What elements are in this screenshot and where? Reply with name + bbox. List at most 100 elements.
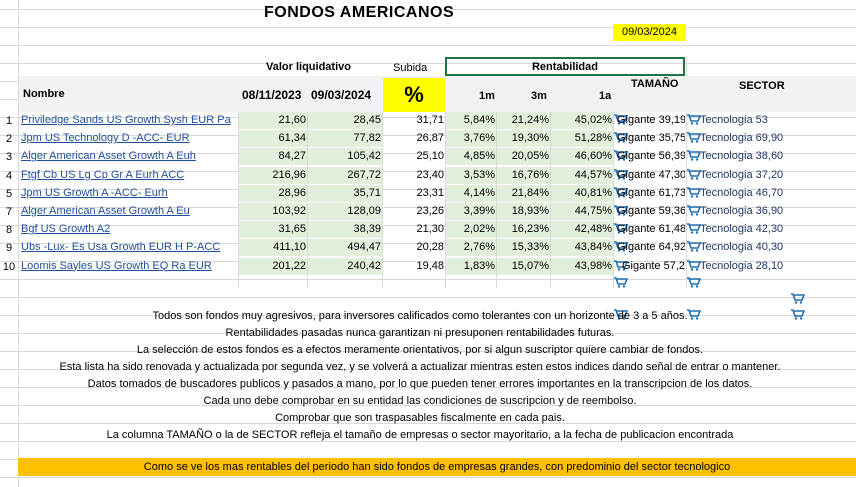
tamano-value: Gigante 47,30: [617, 168, 685, 181]
tamano-value: Gigante 61,73: [617, 186, 685, 199]
sector-value: Tecnologia 69,90: [700, 132, 784, 145]
shopping-cart-icon[interactable]: [686, 168, 701, 180]
row-number: 10: [2, 260, 16, 273]
grid-line: [496, 76, 497, 288]
subida-value: 23,26: [416, 205, 444, 217]
valor-fecha2: 77,82: [308, 130, 382, 148]
tamano-value: Gigante 35,75: [617, 132, 685, 145]
rent-1a: 43,98%: [551, 257, 613, 275]
rentabilidad-header[interactable]: Rentabilidad: [445, 57, 685, 76]
grid-line: [686, 57, 687, 288]
rent-1m: 1,83%: [446, 257, 496, 275]
fund-name[interactable]: Ubs -Lux- Es Usa Growth EUR H P-ACC: [21, 241, 221, 254]
shopping-cart-icon[interactable]: [613, 277, 628, 288]
rent-1m: 3,76%: [446, 130, 496, 148]
fund-name[interactable]: Jpm US Growth A -ACC- Eurh: [21, 186, 168, 199]
row-number: 3: [5, 151, 13, 164]
tamano-value: Gigante 57,2: [622, 259, 685, 272]
grid-line: [307, 76, 308, 288]
3m-header: 3m: [531, 90, 547, 102]
valor-fecha1: 84,27: [239, 148, 307, 166]
valor-fecha2: 240,42: [308, 257, 382, 275]
rent-3m: 15,33%: [497, 239, 550, 257]
shopping-cart-icon[interactable]: [686, 277, 701, 288]
shopping-cart-icon[interactable]: [790, 293, 805, 304]
valor-fecha2: 128,09: [308, 203, 382, 220]
valor-fecha2: 28,45: [308, 112, 382, 129]
fund-name[interactable]: Alger American Asset Growth A Euh: [21, 150, 196, 163]
rent-3m: 21,24%: [497, 112, 550, 129]
shopping-cart-icon[interactable]: [686, 132, 701, 144]
valor-fecha2: 494,47: [308, 239, 382, 257]
date-badge[interactable]: 09/03/2024: [613, 24, 686, 41]
tamano-header: TAMAÑO: [631, 78, 679, 90]
valor-liquidativo-header: Valor liquidativo: [266, 61, 351, 73]
fund-name[interactable]: Loomis Sayles US Growth EQ Ra EUR: [21, 259, 212, 272]
row-number: 8: [5, 224, 13, 237]
shopping-cart-icon[interactable]: [686, 186, 701, 198]
tamano-value: Gigante 61,48: [617, 223, 685, 236]
shopping-cart-icon[interactable]: [686, 223, 701, 235]
grid-line: [238, 76, 239, 288]
rent-3m: 19,30%: [497, 130, 550, 148]
row-number: 4: [5, 169, 13, 182]
grid-line: [445, 76, 446, 288]
rent-1a: 45,02%: [551, 112, 613, 129]
note-line: Datos tomados de buscadores publicos y p…: [87, 378, 753, 390]
shopping-cart-icon[interactable]: [686, 114, 701, 125]
tamano-value: Gigante 56,39: [617, 150, 685, 163]
row-number: 5: [5, 187, 13, 200]
fund-name[interactable]: Ftgf Cb US Lg Cp Gr A Eurh ACC: [21, 168, 185, 181]
rent-1m: 2,02%: [446, 221, 496, 239]
sheet-title: FONDOS AMERICANOS: [264, 4, 455, 21]
rent-1a: 44,75%: [551, 203, 613, 220]
rent-1m: 5,84%: [446, 112, 496, 129]
fund-name[interactable]: Jpm US Technology D -ACC- EUR: [21, 132, 190, 145]
subida-value: 19,48: [416, 259, 444, 272]
shopping-cart-icon[interactable]: [686, 241, 701, 253]
sector-value: Tecnologia 38,60: [700, 150, 784, 163]
subida-value: 26,87: [416, 132, 444, 145]
nombre-header: Nombre: [23, 88, 65, 100]
fund-name[interactable]: Priviledge Sands US Growth Sysh EUR Pa: [21, 114, 231, 126]
row-number: 1: [5, 115, 13, 127]
subida-value: 20,28: [416, 241, 444, 254]
rent-1m: 2,76%: [446, 239, 496, 257]
note-line: Esta lista ha sido renovada y actualizad…: [59, 361, 781, 373]
rent-1a: 46,60%: [551, 148, 613, 166]
valor-fecha1: 31,65: [239, 221, 307, 239]
row-number: 9: [5, 242, 13, 255]
rent-1a: 43,84%: [551, 239, 613, 257]
grid-line: [382, 76, 383, 288]
rent-1a: 44,57%: [551, 166, 613, 184]
note-line: Cada uno debe comprobar en su entidad la…: [203, 395, 637, 407]
fecha1-header: 08/11/2023: [242, 88, 302, 102]
subida-value: 31,71: [416, 114, 444, 126]
valor-fecha1: 201,22: [239, 257, 307, 275]
fund-name[interactable]: Alger American Asset Growth A Eu: [21, 205, 190, 217]
rent-3m: 18,93%: [497, 203, 550, 220]
tamano-value: Gigante 39,19: [617, 114, 685, 126]
note-line: Comprobar que son traspasables fiscalmen…: [275, 412, 565, 424]
subida-value: 23,40: [416, 168, 444, 181]
rent-1m: 4,14%: [446, 184, 496, 202]
fund-name[interactable]: Bgf US Growth A2: [21, 223, 111, 236]
rent-1a: 40,81%: [551, 184, 613, 202]
rent-3m: 16,23%: [497, 221, 550, 239]
subida-value: 23,31: [416, 186, 444, 199]
sector-value: Tecnologia 37,20: [700, 168, 784, 181]
valor-fecha1: 411,10: [239, 239, 307, 257]
sector-value: Tecnologia 42,30: [700, 223, 784, 236]
note-line: La selección de estos fondos es a efecto…: [136, 344, 704, 356]
tamano-value: Gigante 59,36: [617, 205, 685, 217]
shopping-cart-icon[interactable]: [686, 150, 701, 162]
note-line: Todos son fondos muy agresivos, para inv…: [152, 310, 688, 322]
shopping-cart-icon[interactable]: [686, 259, 701, 271]
valor-fecha1: 28,96: [239, 184, 307, 202]
valor-fecha1: 103,92: [239, 203, 307, 220]
subida-header: Subida: [393, 62, 428, 74]
valor-fecha2: 38,39: [308, 221, 382, 239]
valor-fecha1: 21,60: [239, 112, 307, 129]
note-line: Rentabilidades pasadas nunca garantizan …: [225, 327, 615, 339]
shopping-cart-icon[interactable]: [686, 205, 701, 216]
